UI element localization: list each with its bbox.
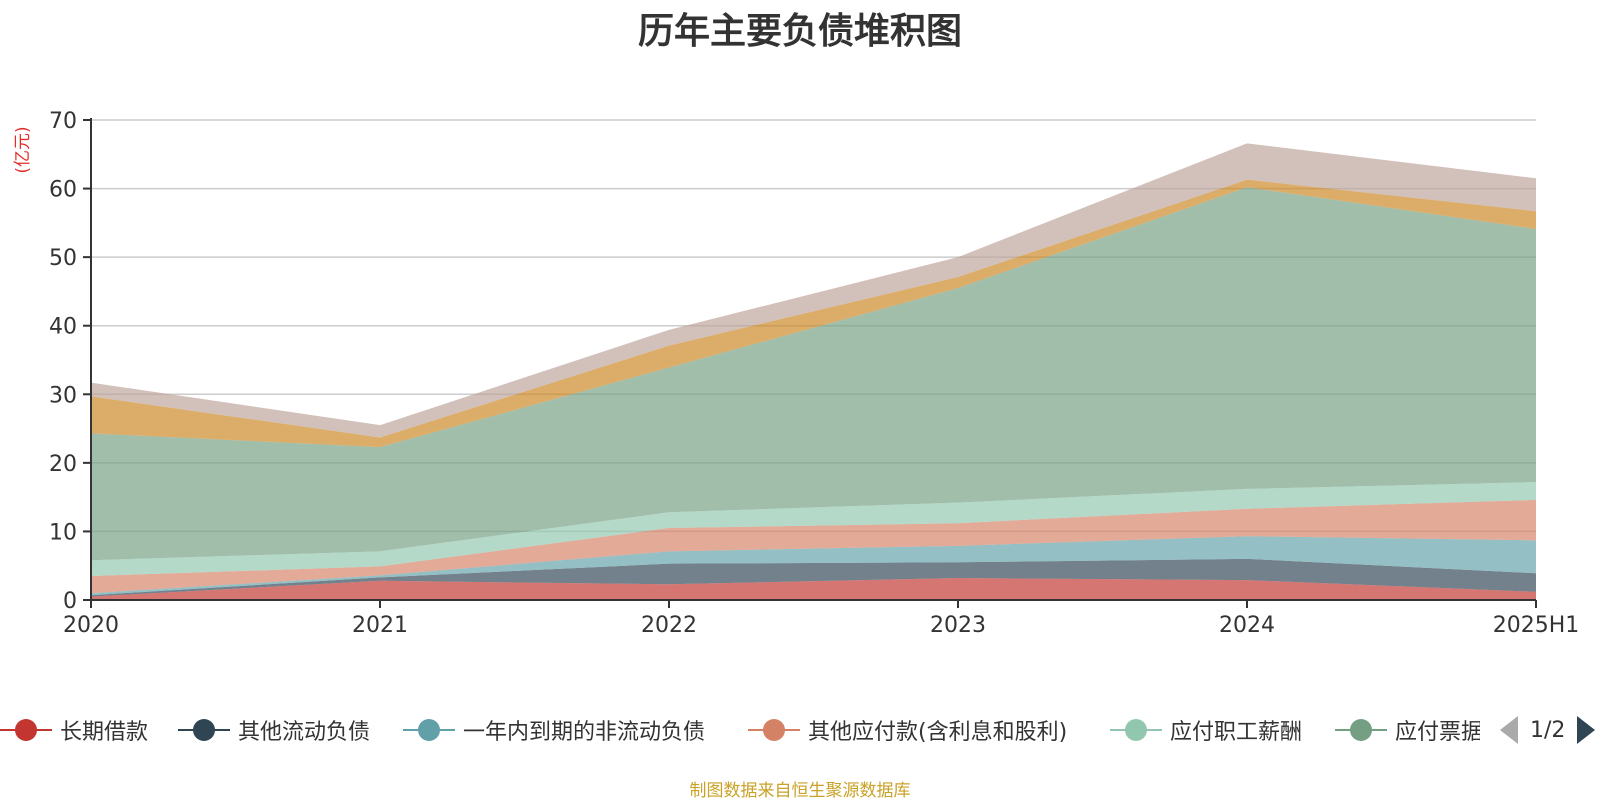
legend-item-6[interactable]: 应付票据	[1335, 712, 1480, 748]
x-tick-label: 2025H1	[1493, 613, 1580, 638]
x-tick-label: 2022	[641, 613, 697, 638]
legend-item-5[interactable]: 应付职工薪酬	[1110, 712, 1302, 748]
legend-item-4[interactable]: 其他应付款(含利息和股利)	[748, 712, 1067, 748]
y-tick-label: 70	[49, 109, 77, 134]
legend-item-1[interactable]: 长期借款	[0, 712, 148, 748]
area-series-3	[91, 536, 1536, 596]
legend-label: 其他应付款(含利息和股利)	[808, 720, 1068, 745]
legend-marker-icon	[1335, 718, 1387, 742]
area-series-2	[91, 558, 1536, 597]
legend-label: 应付职工薪酬	[1170, 720, 1303, 745]
legend-marker-icon	[403, 718, 455, 742]
area-series-5	[91, 482, 1536, 576]
legend-dot-icon	[763, 719, 785, 741]
x-tick-label: 2021	[352, 613, 408, 638]
legend-dot-icon	[15, 719, 37, 741]
area-series-1	[91, 578, 1536, 600]
y-tick-label: 0	[63, 589, 77, 614]
y-axis-label: (亿元)	[13, 126, 33, 173]
x-tick-label: 2020	[63, 613, 119, 638]
y-tick-label: 60	[49, 178, 77, 203]
legend-item-3[interactable]: 一年内到期的非流动负债	[403, 712, 705, 748]
chart-legend: 长期借款 其他流动负债 一年内到期的非流动负债 其他应付款(含利息和股利) 应付职工薪酬…	[0, 712, 1600, 748]
x-tick-label: 2024	[1219, 613, 1275, 638]
y-tick-label: 50	[49, 246, 77, 271]
chart-title: 历年主要负债堆积图	[637, 11, 962, 52]
y-tick-label: 20	[49, 452, 77, 477]
stacked-areas	[91, 143, 1536, 600]
legend-marker-icon	[748, 718, 800, 742]
legend-item-2[interactable]: 其他流动负债	[178, 712, 370, 748]
y-axis-unit-label: (亿元)	[13, 126, 33, 173]
legend-label: 应付票据	[1395, 720, 1480, 745]
y-tick-label: 30	[49, 383, 77, 408]
area-series-8	[91, 143, 1536, 438]
legend-items: 长期借款 其他流动负债 一年内到期的非流动负债 其他应付款(含利息和股利) 应付职工薪酬…	[0, 712, 1480, 748]
legend-dot-icon	[1125, 719, 1147, 741]
legend-label: 其他流动负债	[238, 720, 371, 745]
legend-next-page-icon[interactable]	[1577, 716, 1596, 744]
area-series-7	[91, 179, 1536, 448]
data-source-note: 制图数据来自恒生聚源数据库	[689, 781, 911, 801]
legend-dot-icon	[1350, 719, 1372, 741]
area-series-4	[91, 499, 1536, 594]
legend-label: 长期借款	[60, 720, 149, 745]
legend-label: 一年内到期的非流动负债	[463, 720, 706, 745]
y-tick-label: 10	[49, 520, 77, 545]
axes	[83, 118, 1537, 608]
legend-pager: 1/2	[1500, 712, 1600, 748]
legend-page-indicator: 1/2	[1530, 717, 1566, 743]
legend-dot-icon	[418, 719, 440, 741]
legend-marker-icon	[0, 718, 52, 742]
tick-labels: 0 10 20 30 40 50 60 70 2020 2021 2022 2023 2024 2025H…	[49, 109, 1579, 638]
x-tick-label: 2023	[930, 613, 986, 638]
legend-marker-icon	[1110, 718, 1162, 742]
y-tick-label: 40	[49, 315, 77, 340]
area-series-6	[91, 187, 1536, 561]
legend-dot-icon	[193, 719, 215, 741]
legend-marker-icon	[178, 718, 230, 742]
legend-prev-page-icon[interactable]	[1500, 716, 1518, 744]
